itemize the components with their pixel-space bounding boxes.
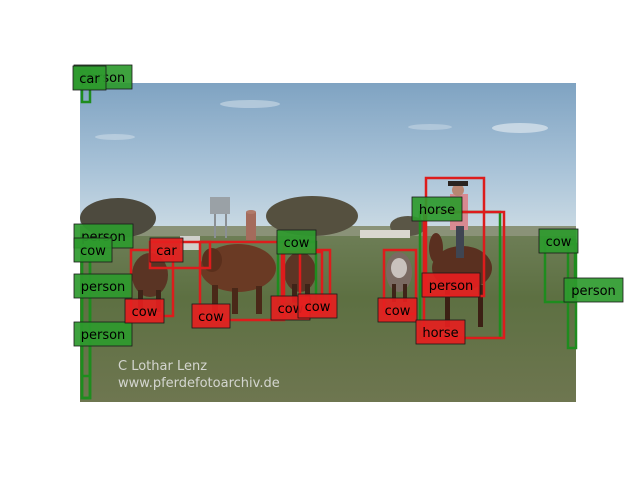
label-background <box>191 303 231 329</box>
prediction-label-car: car <box>149 237 184 263</box>
water-tower-leg <box>214 212 216 238</box>
cloud <box>492 123 548 133</box>
ground-truth-label-cow: cow <box>276 229 317 255</box>
label-background <box>73 273 133 299</box>
label-background <box>149 237 184 263</box>
label-background <box>73 321 133 347</box>
prediction-label-horse: horse <box>415 319 466 345</box>
silo-top <box>246 210 256 214</box>
label-background <box>297 293 338 319</box>
rider-hat <box>448 181 468 186</box>
cow-head <box>202 248 222 272</box>
prediction-label-cow: cow <box>124 298 165 324</box>
cow-leg <box>392 284 396 302</box>
cow-leg <box>212 285 218 313</box>
label-text: cow <box>385 304 411 319</box>
cow-leg <box>256 286 262 314</box>
silo <box>246 212 256 240</box>
label-text: cow <box>546 235 572 250</box>
label-background <box>415 319 466 345</box>
detection-labels: personcarpersoncowpersonpersoncarcowcowc… <box>72 64 624 347</box>
label-text: cow <box>198 310 224 325</box>
water-tower-leg <box>225 212 227 238</box>
cow-leg <box>292 284 297 306</box>
label-background <box>377 297 418 323</box>
label-background <box>73 237 113 263</box>
label-background <box>538 228 579 254</box>
watermark-line2: www.pferdefotoarchiv.de <box>118 376 280 391</box>
label-background <box>72 65 107 91</box>
ground-truth-label-person: person <box>73 321 133 347</box>
cow-leg <box>232 288 238 314</box>
cow-leg <box>403 284 407 302</box>
cow-patch <box>391 258 407 278</box>
label-text: person <box>81 280 126 295</box>
label-text: car <box>156 244 177 259</box>
label-background <box>276 229 317 255</box>
label-text: person <box>429 279 474 294</box>
horse-leg <box>445 285 450 327</box>
prediction-label-cow: cow <box>191 303 231 329</box>
cow-body <box>132 253 168 297</box>
label-text: person <box>571 284 616 299</box>
cloud <box>220 100 280 108</box>
label-text: horse <box>422 326 458 341</box>
ground-truth-label-cow: cow <box>538 228 579 254</box>
tree <box>266 196 358 236</box>
cloud <box>95 134 135 140</box>
label-text: cow <box>278 302 304 317</box>
prediction-label-cow: cow <box>297 293 338 319</box>
prediction-label-cow: cow <box>377 297 418 323</box>
label-background <box>563 277 624 303</box>
ground-truth-label-cow: cow <box>73 237 113 263</box>
label-background <box>421 272 481 298</box>
label-text: cow <box>305 300 331 315</box>
label-text: car <box>79 72 100 87</box>
horse-leg <box>478 285 483 327</box>
label-text: person <box>81 328 126 343</box>
label-text: horse <box>419 203 455 218</box>
label-text: cow <box>80 244 106 259</box>
prediction-label-person: person <box>421 272 481 298</box>
label-text: cow <box>132 305 158 320</box>
label-text: cow <box>284 236 310 251</box>
cloud <box>408 124 452 130</box>
building <box>360 230 410 238</box>
ground-truth-label-horse: horse <box>411 196 463 222</box>
rider-leg <box>456 226 464 258</box>
ground-truth-label-person: person <box>563 277 624 303</box>
label-background <box>124 298 165 324</box>
ground-truth-label-car: car <box>72 65 107 91</box>
prediction-box-cow <box>198 240 286 322</box>
watermark-line1: C Lothar Lenz <box>118 359 207 374</box>
horse-head <box>429 233 443 263</box>
label-background <box>411 196 463 222</box>
ground-truth-label-person: person <box>73 273 133 299</box>
water-tower-tank <box>210 197 230 214</box>
rider-head <box>452 184 464 196</box>
